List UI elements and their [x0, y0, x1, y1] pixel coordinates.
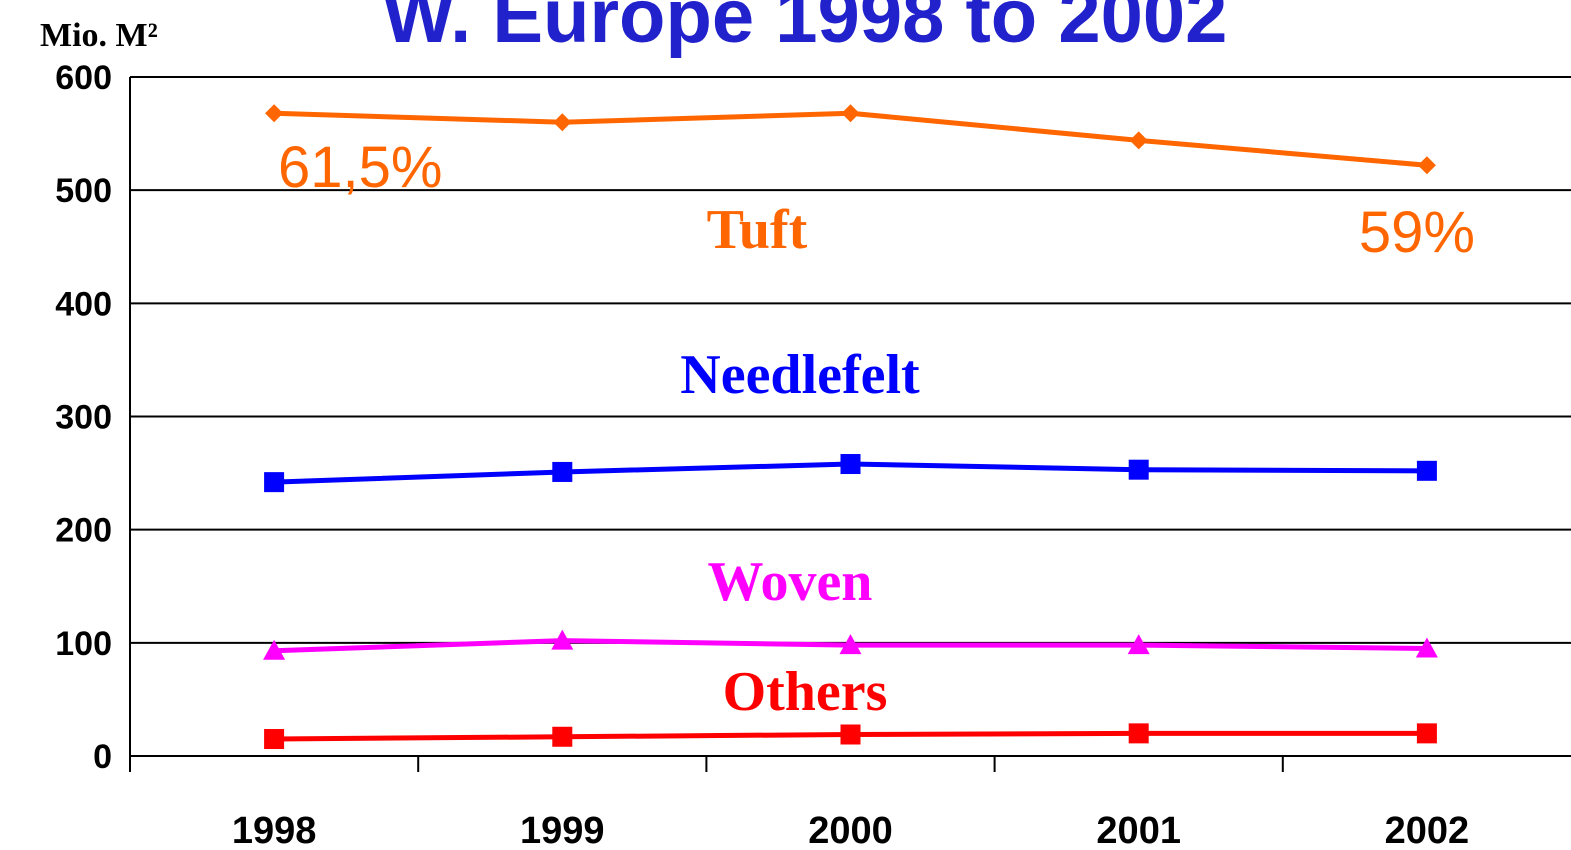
marker: [840, 454, 861, 475]
y-tick-label: 600: [55, 59, 112, 97]
marker: [265, 104, 284, 123]
y-tick-label: 0: [93, 738, 112, 776]
marker: [263, 639, 286, 660]
marker: [1129, 131, 1148, 150]
series-label: Needlefelt: [680, 344, 920, 406]
marker: [1416, 460, 1437, 481]
marker: [264, 472, 285, 493]
x-tick-label: 1998: [232, 810, 317, 850]
marker: [1417, 156, 1436, 175]
marker: [840, 724, 861, 745]
y-axis-label: Mio. M²: [40, 17, 158, 54]
marker: [553, 113, 572, 132]
series-label: Woven: [708, 551, 873, 613]
x-tick-label: 2000: [808, 810, 893, 850]
x-tick-label: 2002: [1385, 810, 1470, 850]
annotation: 61,5%: [278, 135, 442, 200]
marker: [552, 461, 573, 482]
y-tick-label: 500: [55, 172, 112, 210]
series-label: Tuft: [707, 199, 808, 261]
marker: [1415, 637, 1438, 658]
y-tick-label: 400: [55, 285, 112, 323]
annotation: 59%: [1359, 200, 1475, 265]
chart-title: W. Europe 1998 to 2002: [383, 0, 1228, 59]
y-tick-label: 100: [55, 625, 112, 663]
marker: [841, 104, 860, 123]
marker: [1127, 634, 1150, 655]
y-tick-label: 300: [55, 399, 112, 437]
series-label: Others: [723, 661, 888, 723]
x-tick-label: 1999: [520, 810, 605, 850]
y-tick-label: 200: [55, 512, 112, 550]
marker: [551, 629, 574, 650]
marker: [1416, 723, 1437, 744]
marker: [264, 729, 285, 750]
marker: [552, 726, 573, 747]
x-tick-label: 2001: [1096, 810, 1181, 850]
marker: [839, 634, 862, 655]
marker: [1128, 459, 1149, 480]
marker: [1128, 723, 1149, 744]
